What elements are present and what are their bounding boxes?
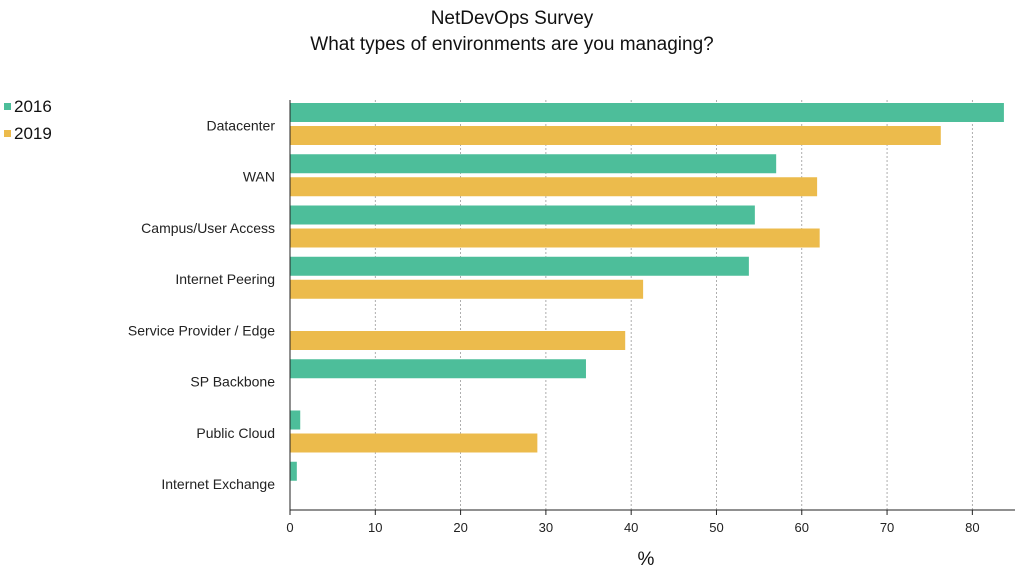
- legend: 2016 2019: [4, 93, 52, 147]
- category-label-internet-peering: Internet Peering: [175, 271, 275, 287]
- bar-2016-datacenter: [290, 103, 1004, 122]
- x-tick-label-70: 70: [880, 520, 894, 535]
- legend-label-2019: 2019: [14, 123, 52, 143]
- bar-2016-public-cloud: [290, 410, 301, 430]
- chart-title: NetDevOps Survey: [430, 8, 594, 29]
- legend-swatch-2019: [4, 130, 11, 137]
- legend-swatch-2016: [4, 103, 11, 110]
- x-tick-label-10: 10: [368, 520, 382, 535]
- category-label-campus-user-access: Campus/User Access: [141, 220, 275, 236]
- x-tick-label-60: 60: [795, 520, 809, 535]
- x-tick-label-30: 30: [539, 520, 553, 535]
- category-label-service-provider-edge: Service Provider / Edge: [128, 322, 275, 338]
- bar-2019-internet-peering: [290, 279, 644, 299]
- legend-item-2019: 2019: [4, 120, 52, 147]
- x-tick-label-20: 20: [453, 520, 467, 535]
- chart-subtitle: What types of environments are you manag…: [310, 34, 714, 55]
- x-tick-label-40: 40: [624, 520, 638, 535]
- bar-2016-internet-exchange: [290, 461, 297, 481]
- bar-2019-campus-user-access: [290, 228, 820, 248]
- bar-2019-datacenter: [290, 126, 941, 145]
- bar-2019-service-provider-edge: [290, 331, 626, 350]
- bar-2019-wan: [290, 177, 818, 197]
- category-label-internet-exchange: Internet Exchange: [161, 476, 275, 492]
- legend-label-2016: 2016: [14, 96, 52, 116]
- bar-2016-campus-user-access: [290, 205, 755, 225]
- bar-2016-sp-backbone: [290, 359, 586, 379]
- category-label-datacenter: Datacenter: [207, 117, 276, 133]
- category-label-wan: WAN: [243, 169, 275, 185]
- bar-2019-public-cloud: [290, 433, 538, 453]
- bar-2016-wan: [290, 154, 777, 174]
- x-tick-label-0: 0: [286, 520, 293, 535]
- category-label-public-cloud: Public Cloud: [196, 425, 275, 441]
- x-tick-label-80: 80: [965, 520, 979, 535]
- x-tick-label-50: 50: [709, 520, 723, 535]
- x-axis-label: %: [638, 549, 655, 570]
- bar-2016-internet-peering: [290, 256, 749, 276]
- legend-item-2016: 2016: [4, 93, 52, 120]
- category-label-sp-backbone: SP Backbone: [190, 374, 275, 390]
